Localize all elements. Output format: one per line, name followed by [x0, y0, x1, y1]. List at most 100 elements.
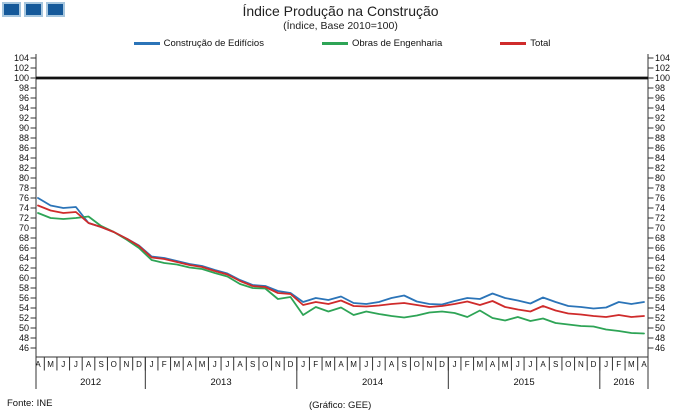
month-label: S	[401, 360, 406, 369]
y-axis-label-right: 100	[655, 73, 670, 83]
y-axis-label-right: 88	[655, 133, 665, 143]
y-axis-label-right: 92	[655, 113, 665, 123]
y-axis-label-left: 72	[19, 213, 29, 223]
y-axis-label-left: 96	[19, 93, 29, 103]
month-label: J	[377, 360, 381, 369]
month-label: J	[150, 360, 154, 369]
month-label: J	[213, 360, 217, 369]
y-axis-label-left: 100	[14, 73, 29, 83]
month-label: D	[591, 360, 597, 369]
month-label: A	[338, 360, 344, 369]
y-axis-label-left: 54	[19, 303, 29, 313]
month-label: J	[604, 360, 608, 369]
month-label: O	[262, 360, 268, 369]
y-axis-label-left: 76	[19, 193, 29, 203]
month-label: F	[465, 360, 470, 369]
y-axis-label-right: 80	[655, 173, 665, 183]
year-label: 2013	[210, 377, 231, 388]
y-axis-label-right: 90	[655, 123, 665, 133]
y-axis-label-left: 66	[19, 243, 29, 253]
y-axis-label-right: 76	[655, 193, 665, 203]
month-label: J	[74, 360, 78, 369]
month-label: N	[275, 360, 281, 369]
legend-item-construcao-de-edificios: Construção de Edifícios	[133, 38, 264, 49]
logo-square	[46, 2, 65, 17]
y-axis-label-left: 94	[19, 103, 29, 113]
y-axis-label-left: 88	[19, 133, 29, 143]
legend-item-obras-de-engenharia: Obras de Engenharia	[321, 38, 442, 49]
month-label: S	[250, 360, 255, 369]
y-axis-label-right: 68	[655, 233, 665, 243]
month-label: A	[540, 360, 546, 369]
month-label: N	[578, 360, 584, 369]
month-label: M	[477, 360, 484, 369]
credit-note: (Gráfico: GEE)	[309, 400, 372, 411]
y-axis-label-left: 64	[19, 253, 29, 263]
month-label: A	[86, 360, 92, 369]
logo-square	[2, 2, 21, 17]
y-axis-label-left: 52	[19, 313, 29, 323]
year-label: 2016	[613, 377, 634, 388]
month-label: A	[389, 360, 395, 369]
month-label: O	[565, 360, 571, 369]
gee-logo	[2, 2, 65, 17]
month-label: M	[174, 360, 181, 369]
month-label: M	[199, 360, 206, 369]
y-axis-label-left: 102	[14, 63, 29, 73]
month-label: J	[301, 360, 305, 369]
year-label: 2014	[362, 377, 383, 388]
y-axis-label-left: 86	[19, 143, 29, 153]
y-axis-label-left: 58	[19, 283, 29, 293]
y-axis-label-right: 104	[655, 53, 670, 63]
y-axis-label-left: 50	[19, 323, 29, 333]
y-axis-label-left: 46	[19, 343, 29, 353]
y-axis-label-right: 58	[655, 283, 665, 293]
month-label: F	[162, 360, 167, 369]
y-axis-label-right: 66	[655, 243, 665, 253]
y-axis-label-left: 68	[19, 233, 29, 243]
source-note: Fonte: INE	[7, 398, 53, 409]
legend-label: Construção de Edifícios	[163, 38, 264, 49]
month-label: A	[641, 360, 647, 369]
year-label: 2012	[80, 377, 101, 388]
y-axis-label-right: 82	[655, 163, 665, 173]
month-label: S	[98, 360, 103, 369]
series-line-total	[37, 204, 645, 318]
month-label: A	[490, 360, 496, 369]
month-label: F	[313, 360, 318, 369]
month-label: M	[47, 360, 54, 369]
y-axis-label-left: 62	[19, 263, 29, 273]
legend: Construção de Edifícios Obras de Engenha…	[36, 38, 648, 49]
month-label: M	[325, 360, 332, 369]
month-label: D	[288, 360, 294, 369]
legend-item-total: Total	[500, 38, 550, 49]
month-label: J	[453, 360, 457, 369]
month-label: J	[225, 360, 229, 369]
y-axis-label-left: 90	[19, 123, 29, 133]
month-label: J	[364, 360, 368, 369]
month-label: M	[502, 360, 509, 369]
month-label: M	[628, 360, 635, 369]
y-axis-label-left: 84	[19, 153, 29, 163]
y-axis-label-right: 64	[655, 253, 665, 263]
y-axis-label-right: 96	[655, 93, 665, 103]
logo-square	[24, 2, 43, 17]
y-axis-label-right: 52	[655, 313, 665, 323]
month-label: S	[553, 360, 558, 369]
legend-label: Total	[530, 38, 551, 49]
y-axis-label-right: 56	[655, 293, 665, 303]
y-axis-label-left: 56	[19, 293, 29, 303]
y-axis-label-right: 54	[655, 303, 665, 313]
chart-title: Índice Produção na Construção	[242, 3, 439, 19]
series-line-constru-o-de-edif-cios	[37, 197, 645, 310]
y-axis-label-left: 82	[19, 163, 29, 173]
y-axis-label-right: 70	[655, 223, 665, 233]
y-axis-label-right: 74	[655, 203, 665, 213]
month-label: D	[136, 360, 142, 369]
legend-swatch-blue	[133, 42, 160, 45]
month-label: J	[516, 360, 520, 369]
y-axis-label-left: 70	[19, 223, 29, 233]
y-axis-label-right: 84	[655, 153, 665, 163]
y-axis-label-right: 102	[655, 63, 670, 73]
